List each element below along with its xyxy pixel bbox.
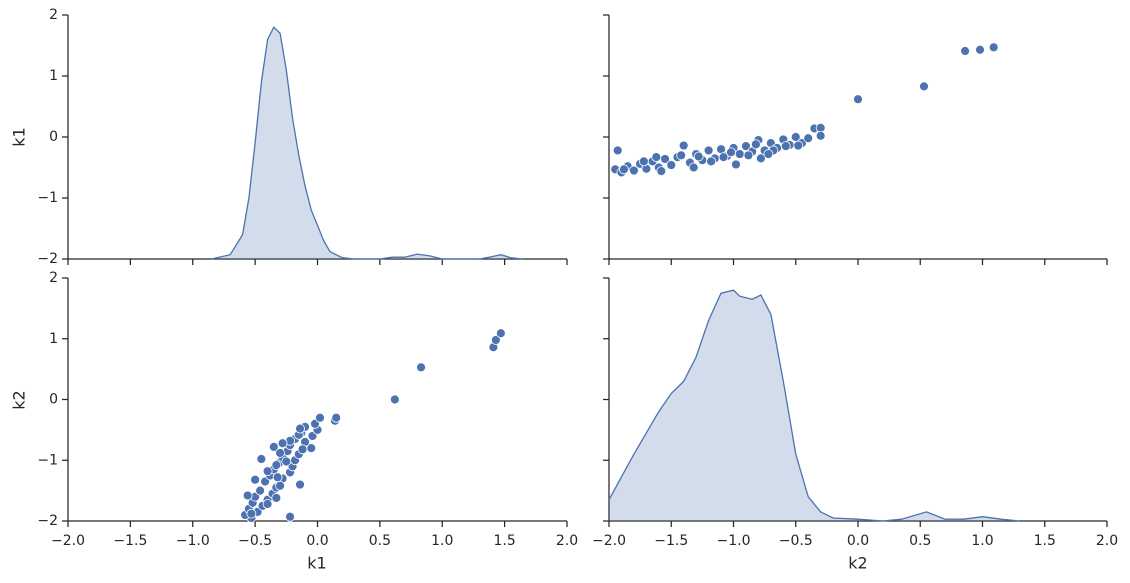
x-tick-label: −1.5 xyxy=(113,533,147,549)
y-tick-label: −1 xyxy=(37,452,58,468)
scatter-point xyxy=(315,412,325,423)
x-tick-label: 1.5 xyxy=(493,533,515,549)
scatter-point xyxy=(751,139,761,150)
scatter-point xyxy=(262,499,273,509)
y-tick-label: 2 xyxy=(49,270,58,286)
scatter-point xyxy=(612,145,623,156)
scatter-point xyxy=(490,335,501,345)
kde-fill xyxy=(609,290,1020,521)
scatter-point xyxy=(815,130,826,141)
scatter-point xyxy=(703,145,714,156)
x-tick-label: −0.5 xyxy=(238,533,272,549)
scatter-point xyxy=(688,162,699,173)
scatter-point xyxy=(262,466,273,477)
x-tick-label: −0.5 xyxy=(779,533,813,549)
scatter-point xyxy=(295,479,305,490)
scatter-point xyxy=(281,456,292,467)
scatter-point xyxy=(275,448,285,458)
x-tick-label: −1.5 xyxy=(654,533,688,549)
scatter-point xyxy=(246,508,257,519)
x-tick-label: 0.5 xyxy=(909,533,931,549)
scatter-point xyxy=(706,156,716,167)
x-tick-label: −1.0 xyxy=(176,533,210,549)
x-tick-label: 0.5 xyxy=(369,533,391,549)
y-axis-label: k1 xyxy=(10,127,29,146)
scatter-point xyxy=(755,153,766,164)
scatter-point xyxy=(242,490,253,501)
scatter-point xyxy=(741,141,751,152)
scatter-point xyxy=(718,152,729,163)
y-tick-label: −2 xyxy=(37,513,58,529)
x-tick-label: 1.0 xyxy=(971,533,993,549)
y-tick-label: 0 xyxy=(49,392,58,408)
scatter-point xyxy=(975,44,985,55)
scatter-point xyxy=(271,460,282,471)
scatter-point xyxy=(780,141,791,152)
scatter-point xyxy=(295,423,305,434)
scatter-point xyxy=(495,328,506,339)
x-axis-label: k1 xyxy=(307,554,326,573)
kde-fill xyxy=(211,27,524,260)
y-tick-label: 1 xyxy=(49,68,58,84)
scatter-point xyxy=(255,485,266,496)
scatter-point xyxy=(277,438,288,449)
scatter-point xyxy=(297,444,308,455)
x-tick-label: −1.0 xyxy=(717,533,751,549)
x-axis-label: k2 xyxy=(848,554,867,573)
scatter-point xyxy=(803,133,814,144)
scatter-point xyxy=(651,152,662,163)
scatter-point xyxy=(960,46,970,56)
scatter-point xyxy=(275,480,285,491)
x-tick-label: −2.0 xyxy=(51,533,85,549)
kde-line xyxy=(608,289,1020,522)
scatter-point xyxy=(638,156,649,167)
y-axis-label: k2 xyxy=(10,390,29,409)
y-tick-label: 1 xyxy=(49,331,58,347)
y-tick-label: 2 xyxy=(49,7,58,23)
x-tick-label: 2.0 xyxy=(1096,533,1118,549)
x-tick-label: 1.0 xyxy=(431,533,453,549)
scatter-point xyxy=(693,151,704,162)
x-tick-label: −2.0 xyxy=(592,533,626,549)
scatter-point xyxy=(678,140,689,151)
scatter-point xyxy=(256,454,267,464)
scatter-point xyxy=(250,474,261,485)
scatter-point xyxy=(271,493,282,503)
scatter-point xyxy=(734,149,745,159)
scatter-point xyxy=(853,94,863,105)
x-tick-label: 1.5 xyxy=(1034,533,1056,549)
scatter-point xyxy=(763,149,774,159)
y-tick-label: −2 xyxy=(37,251,58,267)
scatter-point xyxy=(988,42,999,53)
scatter-point xyxy=(793,140,804,151)
scatter-point xyxy=(676,150,687,161)
scatter-point xyxy=(656,166,667,177)
scatter-point xyxy=(629,165,639,176)
x-tick-label: 0.0 xyxy=(306,533,328,549)
scatter-point xyxy=(743,150,754,161)
scatter-point xyxy=(272,472,283,483)
scatter-point xyxy=(416,362,426,373)
y-tick-label: −1 xyxy=(37,190,58,206)
y-tick-label: 0 xyxy=(49,129,58,145)
scatter-point xyxy=(731,159,741,170)
scatter-point xyxy=(389,394,400,405)
scatter-point xyxy=(285,511,295,522)
scatter-point xyxy=(666,160,677,170)
x-tick-label: 0.0 xyxy=(847,533,869,549)
scatter-point xyxy=(726,147,736,158)
scatter-point xyxy=(919,81,929,92)
x-tick-label: 2.0 xyxy=(556,533,578,549)
scatter-point xyxy=(331,412,342,423)
scatter-point xyxy=(268,441,279,452)
scatter-point xyxy=(619,164,629,175)
kde-line xyxy=(211,26,524,260)
